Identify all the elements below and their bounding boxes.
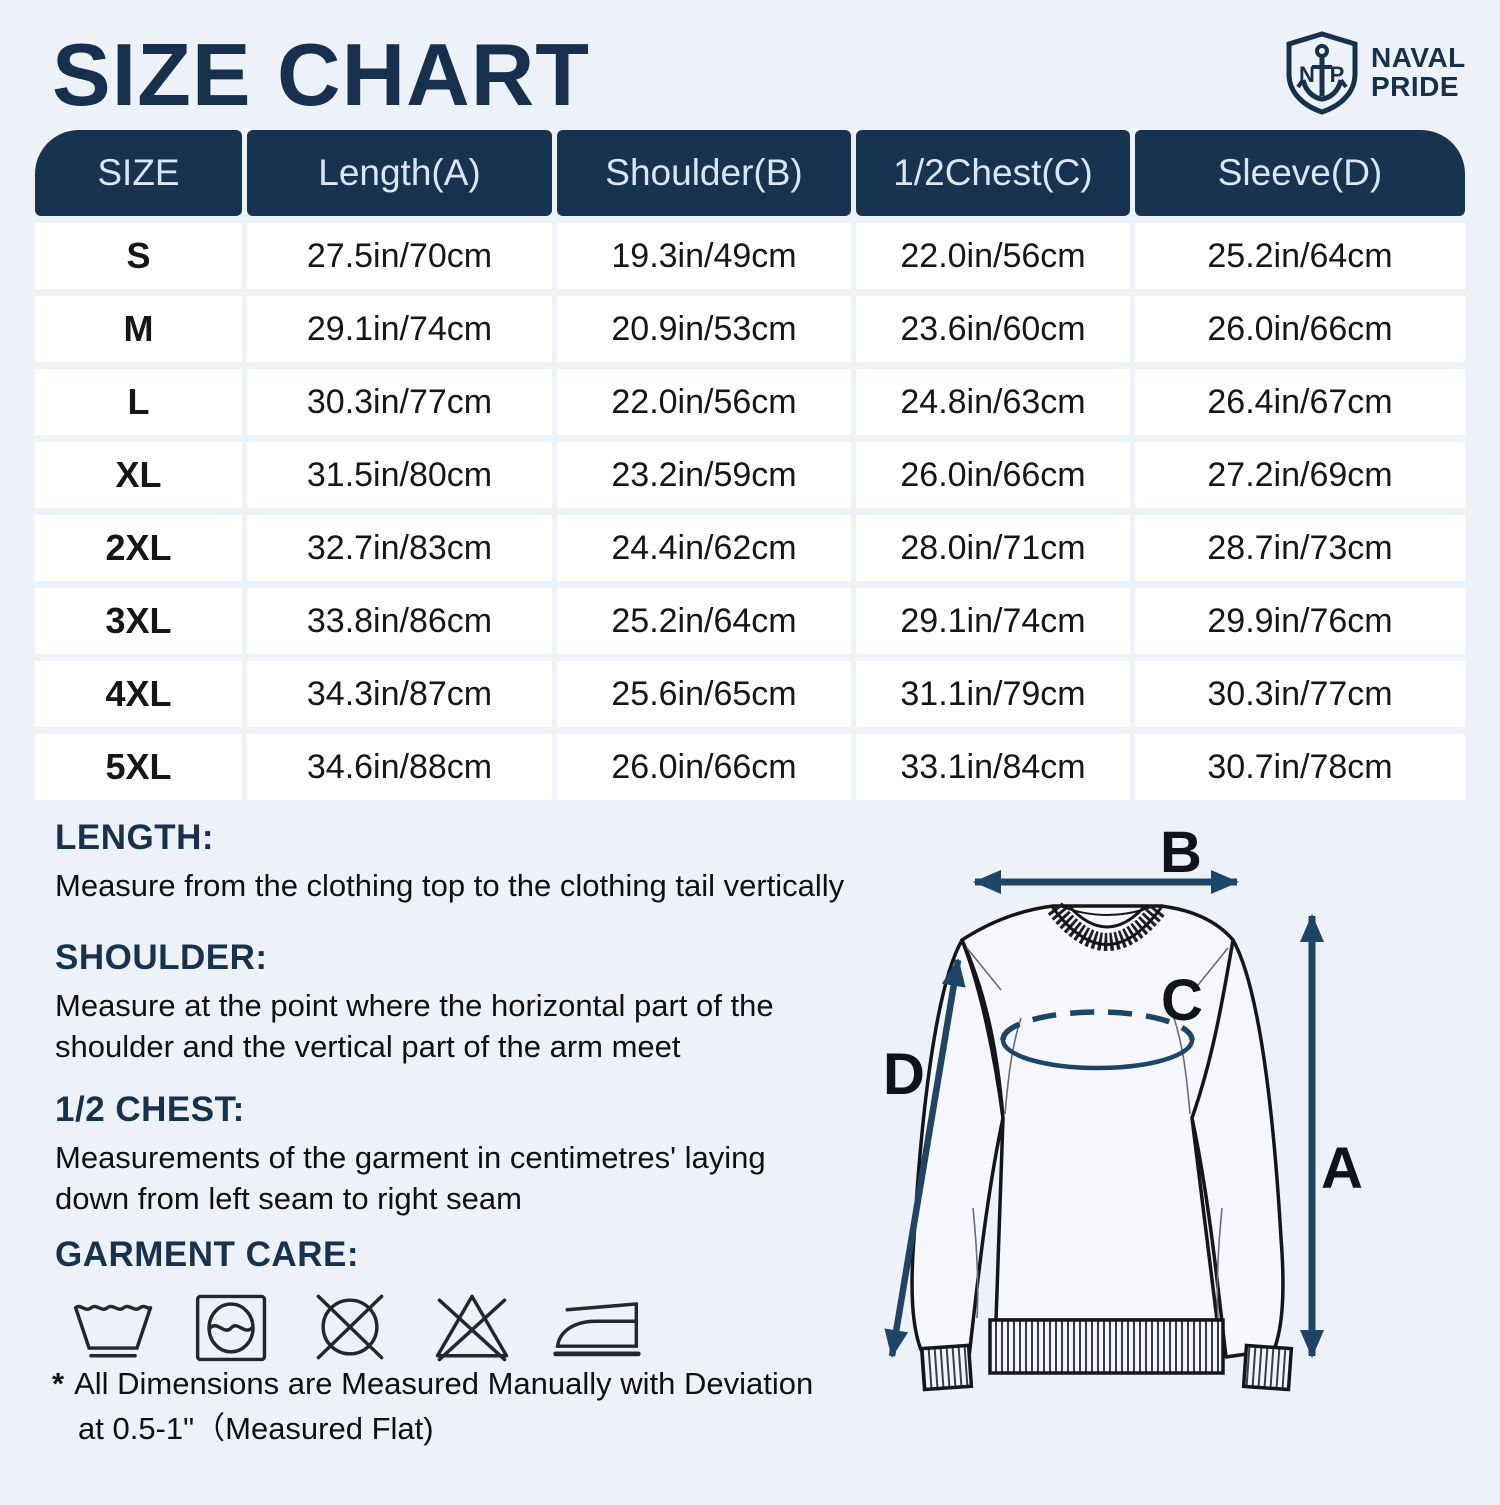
- length-heading: LENGTH:: [55, 818, 215, 857]
- cell-size: M: [35, 296, 242, 362]
- shoulder-description: Measure at the point where the horizonta…: [55, 988, 774, 1064]
- cell-sleeve: 26.0in/66cm: [1135, 296, 1465, 362]
- cell-shoulder: 23.2in/59cm: [557, 442, 851, 508]
- cell-chest: 31.1in/79cm: [856, 661, 1130, 727]
- cell-chest: 33.1in/84cm: [856, 734, 1130, 800]
- brand-name-line2: PRIDE: [1371, 71, 1460, 102]
- label-c: C: [1161, 968, 1203, 1033]
- cell-length: 30.3in/77cm: [247, 369, 552, 435]
- measure-labels: B C D A: [883, 820, 1363, 1201]
- half-chest-description: Measurements of the garment in centimetr…: [55, 1140, 766, 1216]
- iron-icon: [553, 1302, 641, 1357]
- column-header-shoulder: Shoulder(B): [557, 130, 851, 216]
- measurement-footnote: * All Dimensions are Measured Manually wi…: [52, 1362, 892, 1452]
- size-chart-table: SIZE Length(A) Shoulder(B) 1/2Chest(C) S…: [35, 130, 1465, 807]
- table-row: L 30.3in/77cm 22.0in/56cm 24.8in/63cm 26…: [35, 369, 1465, 435]
- section-shoulder: SHOULDER: Measure at the point where the…: [55, 938, 835, 1068]
- cell-shoulder: 26.0in/66cm: [557, 734, 851, 800]
- footnote-line1: * All Dimensions are Measured Manually wi…: [52, 1366, 814, 1401]
- page-title: SIZE CHART: [52, 25, 590, 124]
- cell-chest: 29.1in/74cm: [856, 588, 1130, 654]
- ribbed-bands: [919, 1318, 1294, 1392]
- cell-size: S: [35, 223, 242, 289]
- do-not-dry-clean-icon: [316, 1294, 384, 1360]
- asterisk: *: [52, 1366, 65, 1401]
- cell-size: 2XL: [35, 515, 242, 581]
- sketch-lines: [966, 947, 1229, 1319]
- table-row: 5XL 34.6in/88cm 26.0in/66cm 33.1in/84cm …: [35, 734, 1465, 800]
- cell-shoulder: 19.3in/49cm: [557, 223, 851, 289]
- machine-wash-icon: [73, 1304, 153, 1358]
- chest-ellipse-dashed: [1000, 1009, 1195, 1041]
- monogram-p: P: [1330, 62, 1345, 87]
- length-description: Measure from the clothing top to the clo…: [55, 868, 845, 903]
- table-row: M 29.1in/74cm 20.9in/53cm 23.6in/60cm 26…: [35, 296, 1465, 362]
- table-row: 3XL 33.8in/86cm 25.2in/64cm 29.1in/74cm …: [35, 588, 1465, 654]
- cell-shoulder: 24.4in/62cm: [557, 515, 851, 581]
- cell-size: 3XL: [35, 588, 242, 654]
- cell-shoulder: 25.2in/64cm: [557, 588, 851, 654]
- cell-length: 29.1in/74cm: [247, 296, 552, 362]
- table-row: 2XL 32.7in/83cm 24.4in/62cm 28.0in/71cm …: [35, 515, 1465, 581]
- column-header-sleeve: Sleeve(D): [1135, 130, 1465, 216]
- collar: [1047, 902, 1167, 951]
- cell-chest: 28.0in/71cm: [856, 515, 1130, 581]
- column-header-chest: 1/2Chest(C): [856, 130, 1130, 216]
- column-header-length: Length(A): [247, 130, 552, 216]
- half-chest-heading: 1/2 CHEST:: [55, 1090, 245, 1129]
- cell-shoulder: 20.9in/53cm: [557, 296, 851, 362]
- brand-name: NAVAL PRIDE: [1371, 44, 1466, 101]
- sweatshirt-body: [960, 904, 1235, 1322]
- cell-sleeve: 28.7in/73cm: [1135, 515, 1465, 581]
- cell-length: 27.5in/70cm: [247, 223, 552, 289]
- cell-chest: 26.0in/66cm: [856, 442, 1130, 508]
- cell-size: L: [35, 369, 242, 435]
- cell-sleeve: 26.4in/67cm: [1135, 369, 1465, 435]
- brand-logo: N P NAVAL PRIDE: [1283, 30, 1466, 116]
- section-half-chest: 1/2 CHEST: Measurements of the garment i…: [55, 1090, 845, 1220]
- section-garment-care: GARMENT CARE:: [55, 1235, 755, 1283]
- cell-length: 33.8in/86cm: [247, 588, 552, 654]
- cell-size: XL: [35, 442, 242, 508]
- cell-sleeve: 25.2in/64cm: [1135, 223, 1465, 289]
- naval-pride-shield-icon: N P: [1286, 31, 1358, 115]
- do-not-bleach-icon: [435, 1294, 509, 1362]
- column-header-size: SIZE: [35, 130, 242, 216]
- label-b: B: [1160, 820, 1202, 885]
- sweatshirt-measurement-diagram: B C D A: [855, 818, 1500, 1505]
- cell-chest: 24.8in/63cm: [856, 369, 1130, 435]
- table-header-row: SIZE Length(A) Shoulder(B) 1/2Chest(C) S…: [35, 130, 1465, 216]
- cell-sleeve: 27.2in/69cm: [1135, 442, 1465, 508]
- tumble-dry-icon: [195, 1294, 267, 1362]
- label-d: D: [883, 1042, 925, 1107]
- cell-size: 5XL: [35, 734, 242, 800]
- cell-length: 34.3in/87cm: [247, 661, 552, 727]
- footnote-line2: at 0.5-1"（Measured Flat): [78, 1410, 434, 1446]
- cell-sleeve: 30.3in/77cm: [1135, 661, 1465, 727]
- chest-ellipse-solid: [1000, 1039, 1195, 1071]
- table-row: S 27.5in/70cm 19.3in/49cm 22.0in/56cm 25…: [35, 223, 1465, 289]
- cell-sleeve: 30.7in/78cm: [1135, 734, 1465, 800]
- measure-arrows: [884, 870, 1324, 1358]
- cell-chest: 23.6in/60cm: [856, 296, 1130, 362]
- cell-shoulder: 22.0in/56cm: [557, 369, 851, 435]
- cell-length: 32.7in/83cm: [247, 515, 552, 581]
- cell-chest: 22.0in/56cm: [856, 223, 1130, 289]
- monogram-n: N: [1299, 62, 1315, 87]
- table-row: 4XL 34.3in/87cm 25.6in/65cm 31.1in/79cm …: [35, 661, 1465, 727]
- cell-sleeve: 29.9in/76cm: [1135, 588, 1465, 654]
- brand-name-line1: NAVAL: [1371, 42, 1466, 74]
- cell-length: 31.5in/80cm: [247, 442, 552, 508]
- sweatshirt-diagram-svg: B C D A: [883, 820, 1363, 1392]
- table-row: XL 31.5in/80cm 23.2in/59cm 26.0in/66cm 2…: [35, 442, 1465, 508]
- garment-care-heading: GARMENT CARE:: [55, 1235, 359, 1274]
- cell-length: 34.6in/88cm: [247, 734, 552, 800]
- label-a: A: [1321, 1136, 1363, 1201]
- cell-shoulder: 25.6in/65cm: [557, 661, 851, 727]
- shoulder-heading: SHOULDER:: [55, 938, 268, 977]
- arrow-d-sleeve: [884, 958, 966, 1358]
- garment-care-icons: [68, 1288, 644, 1366]
- section-length: LENGTH: Measure from the clothing top to…: [55, 818, 955, 907]
- cell-size: 4XL: [35, 661, 242, 727]
